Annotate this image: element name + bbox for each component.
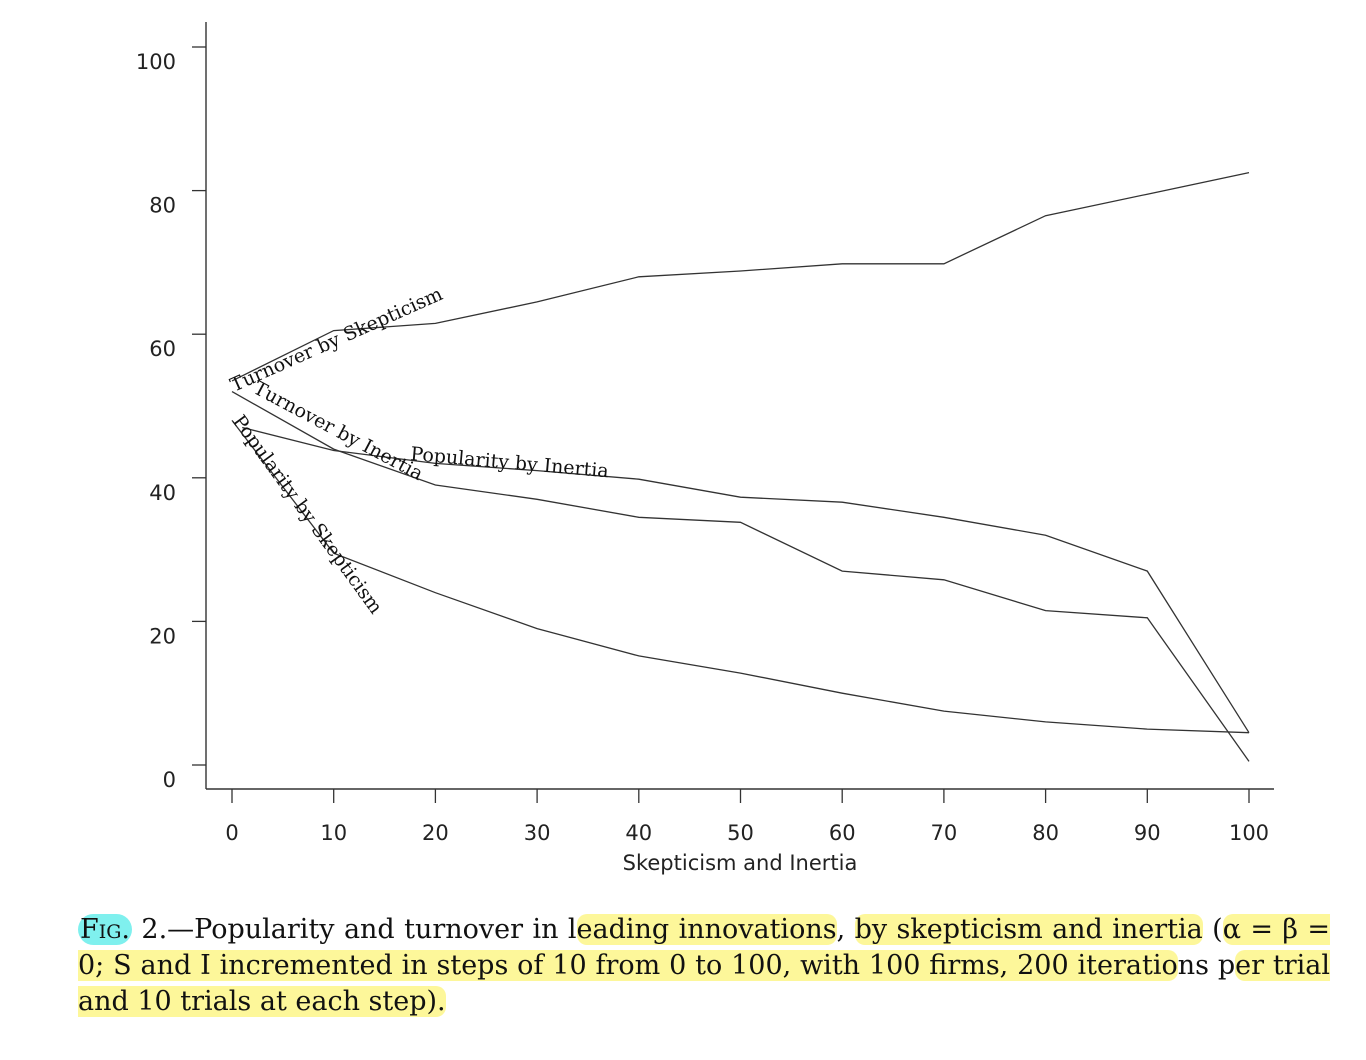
caption-text-3: (	[1212, 914, 1223, 945]
series-label-popularity-by-inertia: Popularity by Inertia	[410, 443, 610, 482]
caption-text-2: ,	[836, 914, 855, 945]
y-tick-label: 0	[163, 768, 176, 792]
caption-highlight-cyan: Fig.	[78, 914, 132, 945]
figure-caption: Fig. 2.—Popularity and turnover in leadi…	[78, 912, 1330, 1020]
x-tick-label: 50	[727, 821, 754, 845]
y-tick-label: 100	[136, 50, 176, 74]
series-line-turnover-by-inertia	[231, 391, 1250, 762]
caption-highlight-2: by skepticism and inertia	[854, 914, 1203, 945]
caption-fig-number: 2.	[141, 914, 168, 945]
x-tick-label: 80	[1032, 821, 1059, 845]
x-tick-label: 70	[931, 821, 958, 845]
x-axis-title: Skepticism and Inertia	[623, 851, 858, 875]
series-line-popularity-by-inertia	[242, 426, 1250, 734]
x-tick-label: 60	[829, 821, 856, 845]
x-tick-label: 20	[422, 821, 449, 845]
x-tick-label: 30	[524, 821, 551, 845]
y-tick-label: 60	[149, 337, 176, 361]
y-tick-label: 80	[149, 194, 176, 218]
caption-highlight-1: eading innovations	[576, 914, 837, 945]
x-tick-label: 100	[1229, 821, 1269, 845]
caption-text-4: ns p	[1177, 950, 1236, 981]
caption-fig-label: Fig.	[80, 914, 130, 945]
series-line-popularity-by-skepticism	[231, 420, 1250, 734]
y-tick-label: 20	[149, 624, 176, 648]
series-line-turnover-by-skepticism	[231, 171, 1250, 382]
x-tick-label: 40	[625, 821, 652, 845]
x-tick-label: 90	[1134, 821, 1161, 845]
x-tick-label: 10	[320, 821, 347, 845]
x-tick-label: 0	[225, 821, 238, 845]
figure: 0 20 40 60 80 100 0 10 20 30 40 50 60 70 80 90 100 Turno…	[136, 22, 1274, 875]
caption-text-1: —Popularity and turnover in l	[167, 914, 577, 945]
y-tick-label: 40	[149, 481, 176, 505]
